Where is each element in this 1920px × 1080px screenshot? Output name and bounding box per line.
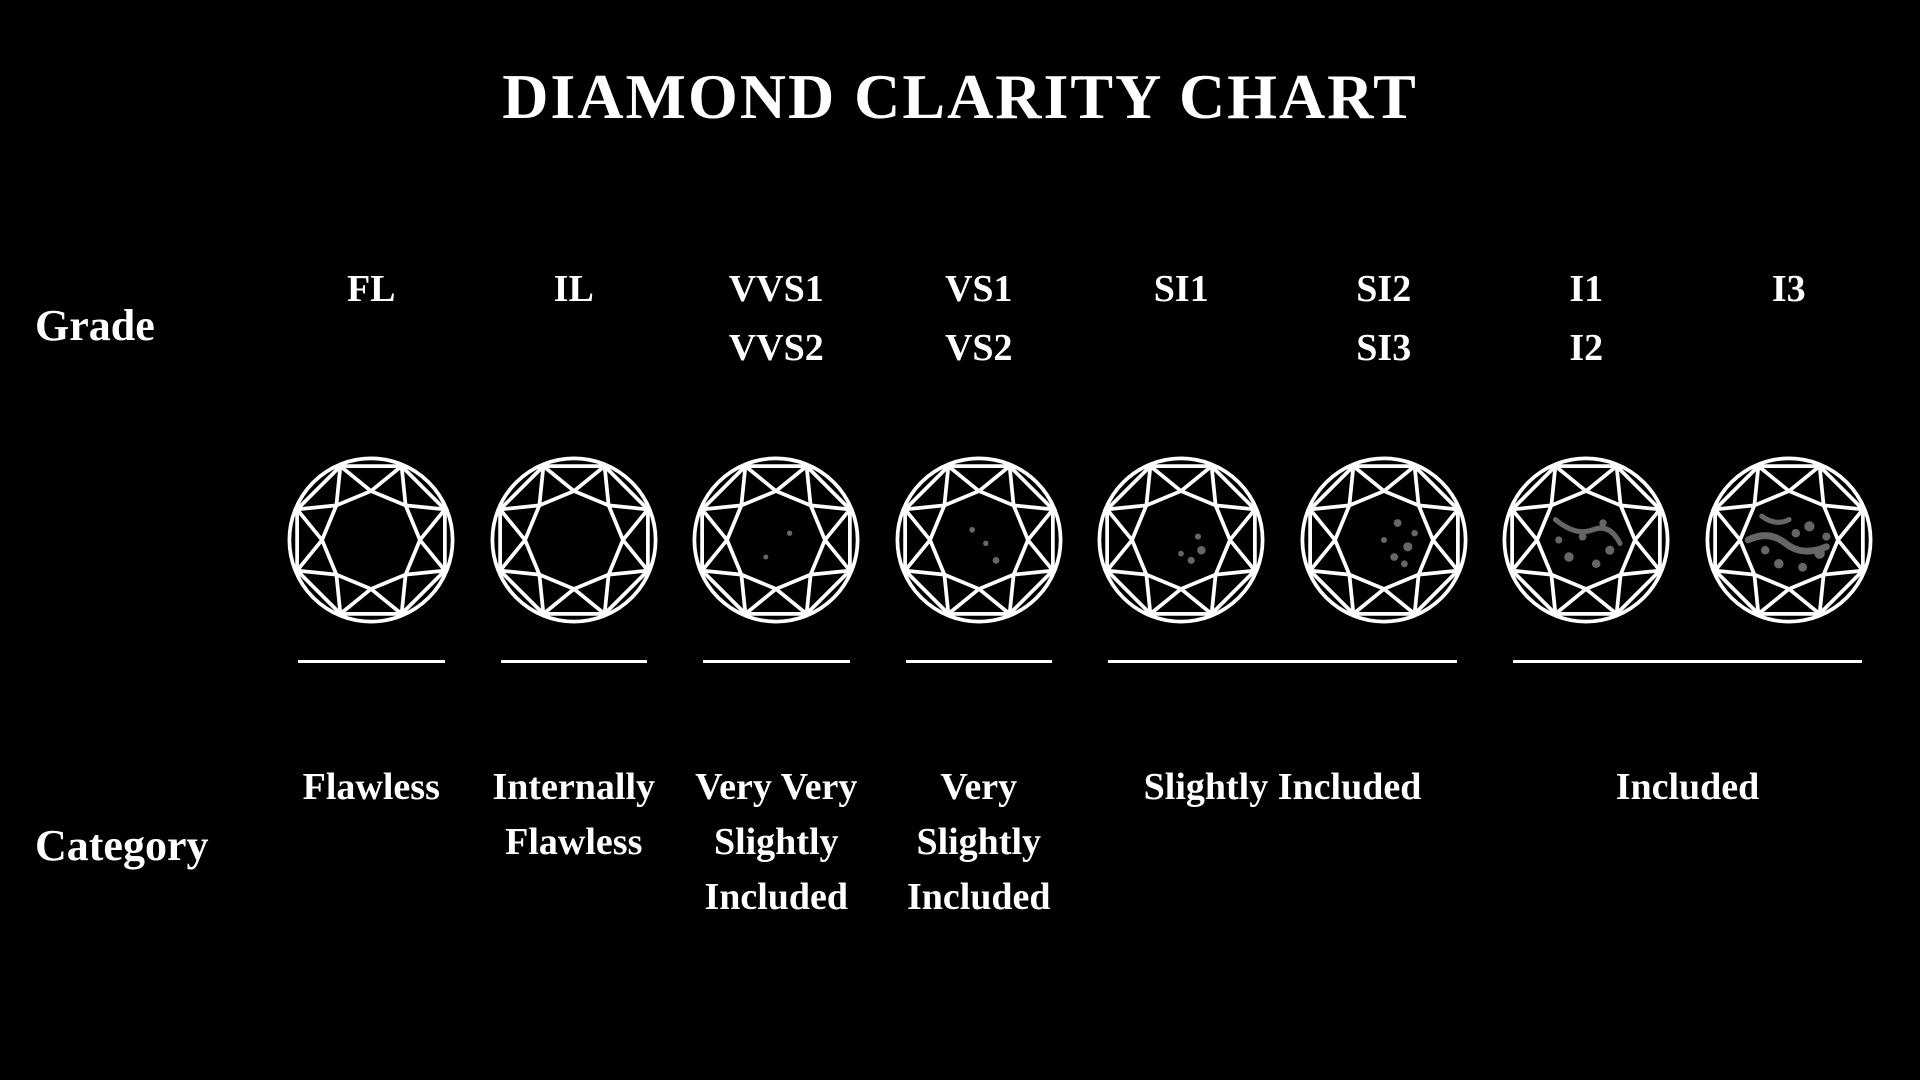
grade-label: IL bbox=[473, 260, 676, 319]
grade-label: SI1 bbox=[1080, 260, 1283, 319]
clarity-column: FL bbox=[270, 0, 473, 1080]
diamond-icon bbox=[1080, 455, 1283, 625]
grade-label: VVS1VVS2 bbox=[675, 260, 878, 378]
clarity-column: I3 bbox=[1688, 0, 1891, 1080]
clarity-column: I1I2 bbox=[1485, 0, 1688, 1080]
diamond-icon bbox=[1485, 455, 1688, 625]
diamond-icon bbox=[675, 455, 878, 625]
grade-label: SI2SI3 bbox=[1283, 260, 1486, 378]
grade-label: VS1VS2 bbox=[878, 260, 1081, 378]
category-label: Very Very Slightly Included bbox=[675, 760, 878, 925]
clarity-column: SI2SI3 bbox=[1283, 0, 1486, 1080]
columns-container: FLILVVS1VVS2VS1VS2SI1SI2SI3I1I2I3 bbox=[270, 0, 1890, 1080]
category-label: Included bbox=[1485, 760, 1890, 815]
grade-label: FL bbox=[270, 260, 473, 319]
group-underline bbox=[1513, 660, 1862, 663]
diamond-icon bbox=[878, 455, 1081, 625]
category-label: Flawless bbox=[270, 760, 473, 815]
grade-row-label: Grade bbox=[35, 300, 155, 351]
grade-label: I1I2 bbox=[1485, 260, 1688, 378]
grade-label: I3 bbox=[1688, 260, 1891, 319]
group-underline bbox=[906, 660, 1053, 663]
diamond-icon bbox=[1688, 455, 1891, 625]
diamond-icon bbox=[270, 455, 473, 625]
category-label: Very Slightly Included bbox=[878, 760, 1081, 925]
group-underline bbox=[1108, 660, 1457, 663]
group-underline bbox=[501, 660, 648, 663]
group-underline bbox=[703, 660, 850, 663]
category-row-label: Category bbox=[35, 820, 209, 871]
diamond-icon bbox=[1283, 455, 1486, 625]
clarity-chart: { "title": "DIAMOND CLARITY CHART", "row… bbox=[0, 0, 1920, 1080]
category-label: Internally Flawless bbox=[473, 760, 676, 870]
group-underline bbox=[298, 660, 445, 663]
clarity-column: SI1 bbox=[1080, 0, 1283, 1080]
clarity-column: IL bbox=[473, 0, 676, 1080]
category-label: Slightly Included bbox=[1080, 760, 1485, 815]
diamond-icon bbox=[473, 455, 676, 625]
